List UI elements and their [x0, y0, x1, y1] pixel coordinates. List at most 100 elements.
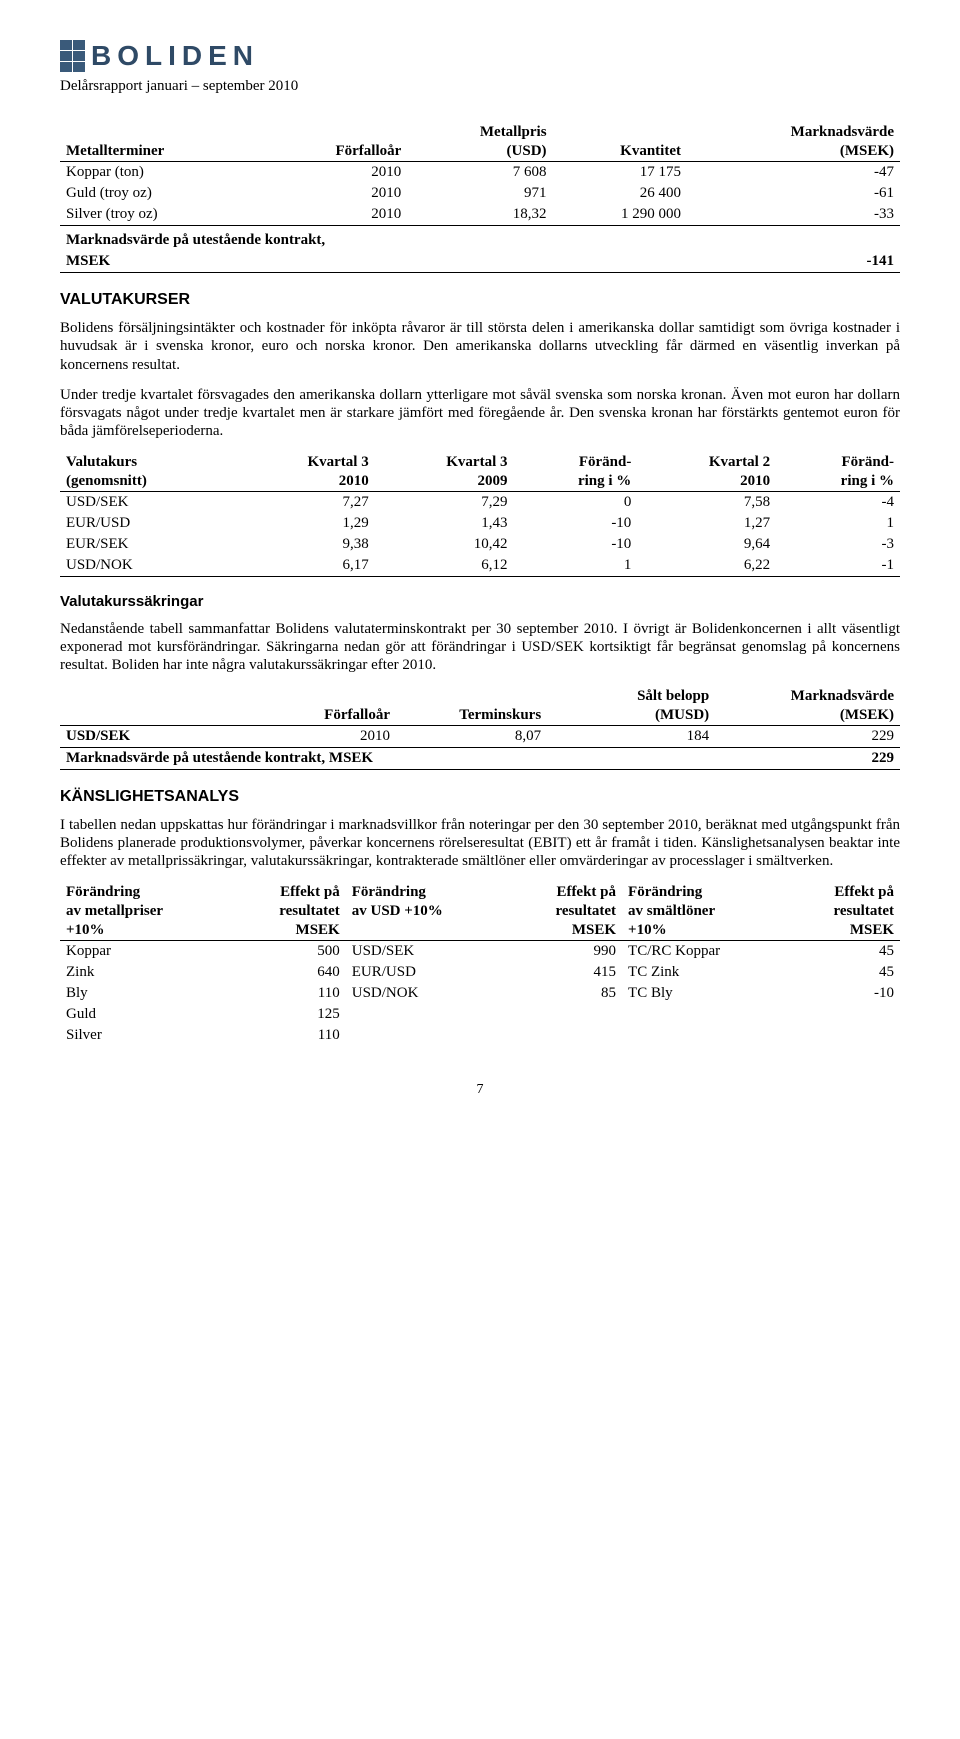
cell: TC/RC Koppar: [622, 940, 786, 962]
th: MSEK: [508, 921, 622, 941]
cell: 2010: [264, 204, 408, 226]
cell: USD/NOK: [60, 555, 236, 577]
heading-valutakurser: VALUTAKURSER: [60, 291, 900, 309]
cell: 45: [786, 940, 900, 962]
th: 2010: [637, 472, 776, 492]
cell: 0: [514, 491, 638, 513]
cell: [346, 1004, 508, 1025]
cell: 6,12: [375, 555, 514, 577]
th-metallpris: Metallpris: [407, 123, 552, 142]
cell: EUR/SEK: [60, 534, 236, 555]
th: Effekt på: [786, 883, 900, 902]
cell: EUR/USD: [60, 513, 236, 534]
th-metallterminer: Metallterminer: [60, 142, 264, 162]
cell: 2010: [245, 725, 396, 747]
cell: 110: [232, 1025, 346, 1046]
cell: 1,29: [236, 513, 375, 534]
th: +10%: [622, 921, 786, 941]
cell: -10: [514, 513, 638, 534]
mv-value: 229: [715, 747, 900, 769]
th: Sålt belopp: [547, 687, 715, 706]
th: Föränd-: [514, 453, 638, 472]
table-row: Marknadsvärde på utestående kontrakt,: [60, 226, 900, 252]
th: Förfalloår: [245, 706, 396, 726]
table-row: Marknadsvärde på utestående kontrakt, MS…: [60, 747, 900, 769]
cell: Silver: [60, 1025, 232, 1046]
paragraph: Bolidens försäljningsintäkter och kostna…: [60, 319, 900, 374]
th-kvantitet: Kvantitet: [553, 142, 687, 162]
cell: 640: [232, 962, 346, 983]
table-row: Koppar 500 USD/SEK 990 TC/RC Koppar 45: [60, 940, 900, 962]
cell: Koppar: [60, 940, 232, 962]
mv-label: Marknadsvärde på utestående kontrakt,: [60, 226, 687, 252]
cell: 18,32: [407, 204, 552, 226]
th: av smältlöner: [622, 902, 786, 921]
th: av metallpriser: [60, 902, 232, 921]
mv-label2: MSEK: [60, 251, 687, 273]
cell: -61: [687, 183, 900, 204]
cell: [622, 1025, 786, 1046]
cell: 26 400: [553, 183, 687, 204]
cell: TC Bly: [622, 983, 786, 1004]
table-row: USD/SEK 2010 8,07 184 229: [60, 725, 900, 747]
cell: 7,29: [375, 491, 514, 513]
cell: 1: [514, 555, 638, 577]
th: Kvartal 3: [236, 453, 375, 472]
th: resultatet: [786, 902, 900, 921]
cell: 9,38: [236, 534, 375, 555]
report-subtitle: Delårsrapport januari – september 2010: [60, 78, 900, 95]
th: Föränd-: [776, 453, 900, 472]
paragraph: I tabellen nedan uppskattas hur förändri…: [60, 816, 900, 871]
th-usd: (USD): [407, 142, 552, 162]
table-row: EUR/SEK 9,38 10,42 -10 9,64 -3: [60, 534, 900, 555]
cell: 2010: [264, 183, 408, 204]
cell: [508, 1004, 622, 1025]
cell: 500: [232, 940, 346, 962]
table-row: EUR/USD 1,29 1,43 -10 1,27 1: [60, 513, 900, 534]
th: ring i %: [776, 472, 900, 492]
th-forfalloar: Förfalloår: [264, 142, 408, 162]
mv-value: -141: [687, 251, 900, 273]
table-row: MSEK -141: [60, 251, 900, 273]
table-row: Zink 640 EUR/USD 415 TC Zink 45: [60, 962, 900, 983]
cell: -10: [786, 983, 900, 1004]
cell: 1,27: [637, 513, 776, 534]
cell: -33: [687, 204, 900, 226]
cell: 9,64: [637, 534, 776, 555]
cell: 1: [776, 513, 900, 534]
th: ring i %: [514, 472, 638, 492]
cell: Guld: [60, 1004, 232, 1025]
th: (genomsnitt): [60, 472, 236, 492]
th: MSEK: [232, 921, 346, 941]
cell: [786, 1004, 900, 1025]
cell: USD/SEK: [346, 940, 508, 962]
cell: 6,22: [637, 555, 776, 577]
cell: 1,43: [375, 513, 514, 534]
cell: TC Zink: [622, 962, 786, 983]
table-kanslighet: Förändring Effekt på Förändring Effekt p…: [60, 883, 900, 1046]
cell: 184: [547, 725, 715, 747]
table-valutaterminer: Sålt belopp Marknadsvärde Förfalloår Ter…: [60, 687, 900, 770]
table-row: Guld 125: [60, 1004, 900, 1025]
cell: EUR/USD: [346, 962, 508, 983]
cell: 125: [232, 1004, 346, 1025]
th: Effekt på: [232, 883, 346, 902]
page-number: 7: [60, 1082, 900, 1098]
th: Förändring: [622, 883, 786, 902]
th: resultatet: [232, 902, 346, 921]
heading-sakringar: Valutakurssäkringar: [60, 593, 900, 610]
th: Terminskurs: [396, 706, 547, 726]
cell: -4: [776, 491, 900, 513]
cell: 7,27: [236, 491, 375, 513]
logo: BOLIDEN: [60, 40, 900, 72]
logo-mark: [60, 40, 85, 72]
table-row: Silver (troy oz) 2010 18,32 1 290 000 -3…: [60, 204, 900, 226]
cell: [346, 1025, 508, 1046]
th: Valutakurs: [60, 453, 236, 472]
cell: USD/SEK: [60, 491, 236, 513]
cell: 7,58: [637, 491, 776, 513]
paragraph: Nedanstående tabell sammanfattar Boliden…: [60, 620, 900, 675]
table-row: USD/NOK 6,17 6,12 1 6,22 -1: [60, 555, 900, 577]
table-valutakurs: Valutakurs Kvartal 3 Kvartal 3 Föränd- K…: [60, 453, 900, 577]
th: (MUSD): [547, 706, 715, 726]
